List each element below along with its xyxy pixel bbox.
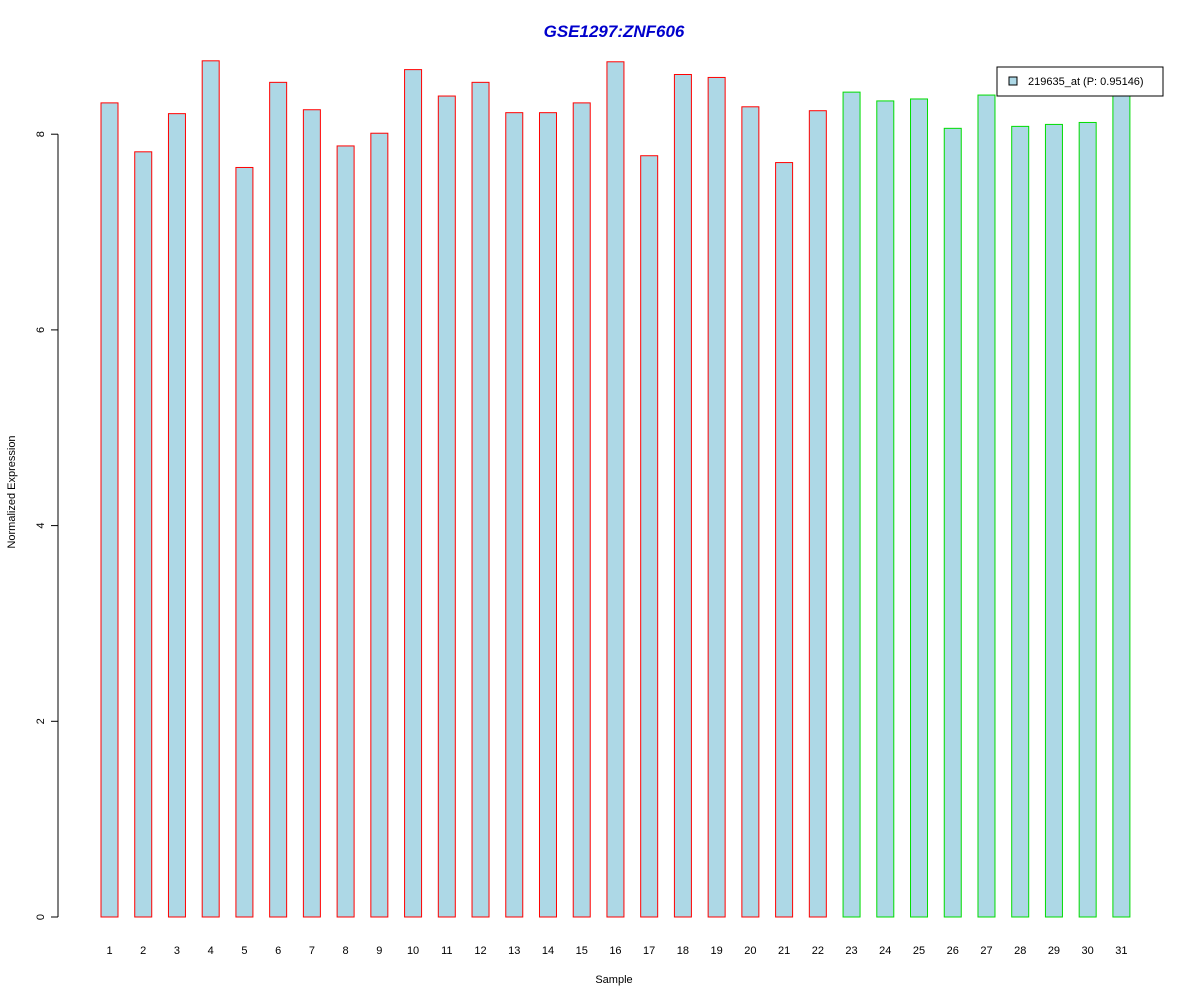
bar-sample-4 [201, 60, 220, 918]
bar-sample-21 [775, 162, 794, 918]
x-tick-label: 31 [1115, 945, 1127, 957]
bar-sample-19 [707, 76, 726, 918]
x-tick-label: 5 [241, 945, 247, 957]
legend-swatch [1008, 76, 1018, 86]
bar-sample-13 [505, 112, 524, 918]
x-tick-label: 25 [913, 945, 925, 957]
bar-sample-15 [572, 102, 591, 918]
bar-sample-22 [808, 110, 827, 918]
bar-sample-1 [100, 102, 119, 918]
bar-sample-17 [640, 155, 659, 918]
x-tick-label: 19 [711, 945, 723, 957]
bar-sample-20 [741, 106, 760, 918]
x-tick-label: 2 [140, 945, 146, 957]
bar-sample-25 [910, 98, 929, 918]
bar-sample-28 [1011, 125, 1030, 918]
bar-sample-6 [269, 81, 288, 918]
x-tick-label: 11 [441, 945, 452, 957]
x-tick-label: 30 [1082, 945, 1094, 957]
bar-sample-23 [842, 91, 861, 918]
x-tick-label: 20 [744, 945, 756, 957]
legend-box [996, 66, 1164, 97]
bars [100, 60, 1131, 918]
x-tick-label: 7 [309, 945, 315, 957]
bar-sample-12 [471, 81, 490, 918]
x-tick-label: 3 [174, 945, 180, 957]
x-tick-label: 21 [778, 945, 790, 957]
legend: 219635_at (P: 0.95146) [996, 66, 1164, 97]
bar-sample-5 [235, 166, 254, 918]
y-tick-label: 6 [35, 327, 47, 333]
x-tick-label: 18 [677, 945, 689, 957]
y-tick-label: 2 [35, 718, 47, 724]
bar-sample-11 [437, 95, 456, 918]
bar-sample-26 [943, 127, 962, 918]
x-tick-label: 29 [1048, 945, 1060, 957]
x-tick-label: 13 [508, 945, 520, 957]
x-tick-label: 27 [980, 945, 992, 957]
x-tick-label: 8 [343, 945, 349, 957]
bar-sample-29 [1044, 123, 1063, 918]
x-axis-label: Sample [595, 974, 632, 986]
bar-sample-18 [673, 74, 692, 918]
x-tick-label: 26 [947, 945, 959, 957]
x-tick-label: 24 [879, 945, 891, 957]
bar-sample-3 [167, 113, 186, 918]
x-tick-label: 12 [474, 945, 486, 957]
x-tick-label: 22 [812, 945, 824, 957]
y-axis-label: Normalized Expression [6, 435, 18, 548]
x-tick-label: 16 [609, 945, 621, 957]
bar-sample-16 [606, 61, 625, 918]
y-tick-label: 8 [35, 131, 47, 137]
legend-label: 219635_at (P: 0.95146) [1028, 76, 1144, 88]
bar-sample-31 [1112, 93, 1131, 918]
x-tick-label: 9 [376, 945, 382, 957]
bar-sample-7 [302, 109, 321, 918]
x-tick-label: 23 [845, 945, 857, 957]
bar-sample-27 [977, 94, 996, 918]
x-tick-label: 1 [106, 945, 112, 957]
x-tick-label: 4 [208, 945, 214, 957]
bar-sample-8 [336, 145, 355, 918]
x-tick-label: 17 [643, 945, 655, 957]
x-tick-label: 14 [542, 945, 554, 957]
bar-sample-30 [1078, 121, 1097, 918]
x-tick-label: 15 [576, 945, 588, 957]
bar-sample-9 [370, 132, 389, 918]
bar-sample-24 [876, 100, 895, 918]
x-tick-label: 6 [275, 945, 281, 957]
bar-sample-2 [134, 151, 153, 918]
y-tick-label: 4 [35, 523, 47, 529]
x-tick-label: 28 [1014, 945, 1026, 957]
y-axis: 0 2 4 6 8 [35, 131, 59, 920]
x-tick-labels: 1 2 3 4 5 6 7 8 9 10 11 12 13 14 15 16 17 18 19 20 21 22 23 24 2… [106, 945, 1127, 957]
bar-sample-10 [404, 69, 423, 918]
bar-sample-14 [538, 112, 557, 918]
chart-title: GSE1297:ZNF606 [544, 22, 685, 41]
x-tick-label: 10 [407, 945, 419, 957]
y-tick-label: 0 [35, 914, 47, 920]
